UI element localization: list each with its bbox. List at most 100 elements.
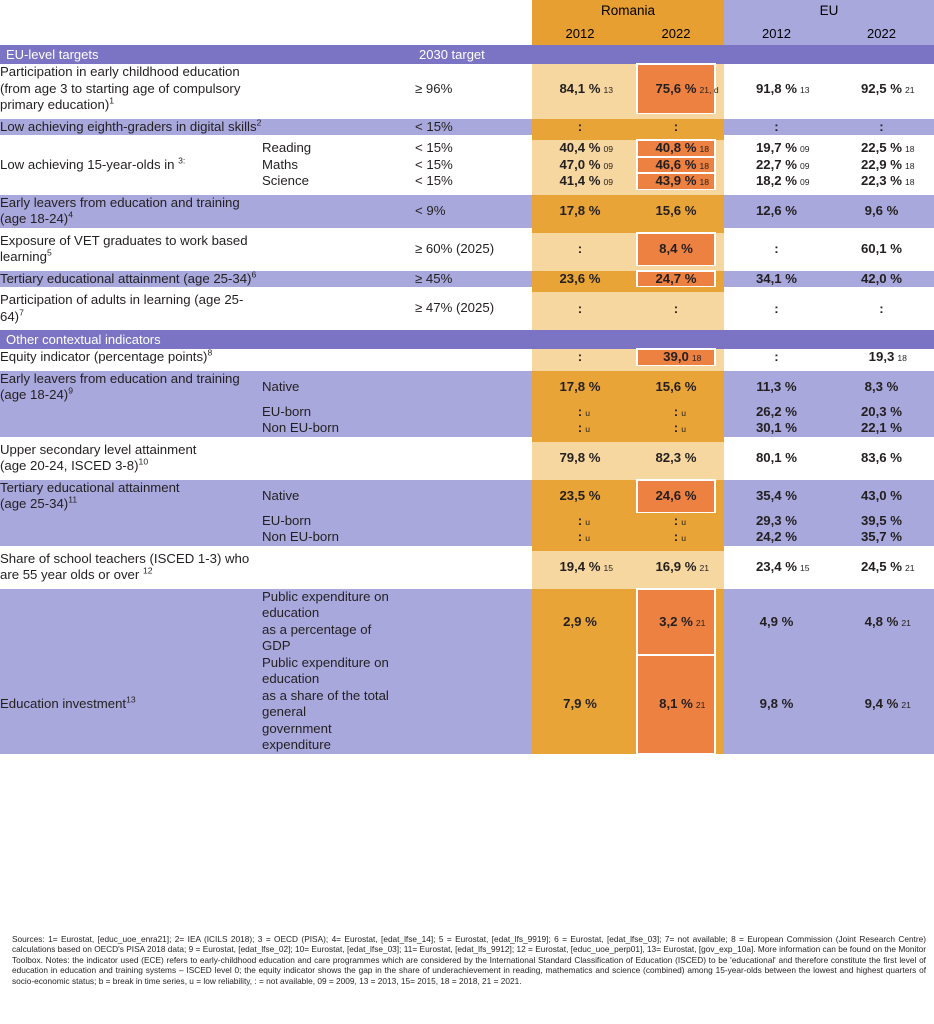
- section-fill: [724, 45, 829, 64]
- cell-eu-2012-value: 22,7 %: [755, 156, 798, 172]
- header-year-ro-2012: 2012: [532, 22, 628, 45]
- cell-eu-2012-value: 23,4 %: [755, 559, 798, 574]
- cell-romania-2012-note: 09: [603, 177, 614, 188]
- cell-romania-2012-value: 40,4 %: [559, 140, 601, 156]
- target-value: ≥ 47% (2025): [415, 292, 532, 325]
- table-row: Education investment13 Public expenditure…: [0, 653, 934, 755]
- cell-romania-2022: :u: [628, 403, 724, 420]
- cell-eu-2012-value: 35,4 %: [755, 488, 798, 503]
- row-separator: [0, 365, 934, 371]
- row-separator: [0, 113, 934, 119]
- cell-romania-2012: 23,5 %: [532, 479, 628, 513]
- sub-indicator-label: [262, 270, 415, 287]
- cell-eu-2012: 26,2 %: [724, 403, 829, 420]
- sub-indicator-label: Reading: [262, 140, 415, 157]
- cell-romania-2022: :: [628, 292, 724, 325]
- cell-romania-2012-value: :: [577, 529, 583, 545]
- table-row: Equity indicator (percentage points)8: 39…: [0, 348, 934, 367]
- indicator-label: Upper secondary level attainment (age 20-…: [0, 441, 262, 475]
- cell-eu-2012: 29,3 %: [724, 512, 829, 529]
- cell-romania-2022: 15,6 %: [628, 194, 724, 228]
- cell-romania-2012-value: 79,8 %: [559, 450, 601, 465]
- indicator-label: [0, 512, 262, 529]
- cell-romania-2022-note: 18: [699, 144, 710, 155]
- cell-eu-2012-note: 15: [800, 563, 810, 573]
- target-value: ≥ 45%: [415, 270, 532, 287]
- cell-romania-2012: :: [532, 118, 628, 135]
- cell-eu-2012-value: 11,3 %: [756, 379, 797, 394]
- row-separator: [0, 545, 934, 551]
- cell-eu-2012-value: 18,2 %: [755, 173, 798, 189]
- cell-romania-2012-value: 19,4 %: [559, 559, 601, 574]
- cell-eu-2022-note: 21: [901, 617, 911, 628]
- indicator-label: Share of school teachers (ISCED 1-3) who…: [0, 550, 262, 584]
- cell-eu-2012-value: 34,1 %: [755, 270, 798, 286]
- cell-romania-2022: 24,6 %: [628, 478, 724, 514]
- cell-romania-2012-note: u: [585, 516, 590, 527]
- cell-romania-2012-value: 17,8 %: [559, 379, 601, 394]
- section-fill: [532, 330, 628, 349]
- cell-romania-2022: 39,0 18: [628, 348, 724, 367]
- cell-eu-2012: 23,4 % 15: [724, 550, 829, 584]
- table-row: Share of school teachers (ISCED 1-3) who…: [0, 550, 934, 584]
- cell-romania-2022-note: 18: [699, 160, 710, 171]
- cell-romania-2022-note: u: [681, 424, 686, 435]
- education-indicators-table: Romania EU 2012 2022 2012 2022 EU-level target…: [0, 0, 934, 755]
- row-separator: [0, 189, 934, 195]
- cell-eu-2012-value: 30,1 %: [755, 420, 798, 436]
- cell-eu-2022: 22,9 % 18: [829, 156, 934, 173]
- cell-romania-2012-note: u: [585, 407, 590, 418]
- cell-eu-2012-note: 09: [800, 160, 810, 171]
- cell-eu-2022-value: 60,1 %: [860, 241, 903, 256]
- header-spacer: [262, 22, 415, 45]
- cell-eu-2012: 19,7 % 09: [724, 140, 829, 157]
- indicator-footnote-marker: 9: [68, 385, 73, 396]
- section-title: Other contextual indicators: [0, 330, 415, 349]
- target-value: < 15%: [415, 173, 532, 190]
- cell-romania-2012: 2,9 %: [532, 588, 628, 655]
- cell-eu-2012-value: 19,7 %: [755, 140, 798, 156]
- cell-romania-2012-value: 17,8 %: [559, 203, 601, 218]
- target-value: [415, 654, 532, 754]
- cell-romania-2022: 24,7 %: [628, 269, 724, 288]
- target-value: [415, 588, 532, 655]
- target-value: [415, 479, 532, 513]
- section-fill: [628, 330, 724, 349]
- header-year-eu-2022: 2022: [829, 22, 934, 45]
- row-separator: [0, 474, 934, 480]
- table-row: Early leavers from education and trainin…: [0, 370, 934, 404]
- sub-indicator-label: Public expenditure on education as a perc…: [262, 588, 415, 655]
- cell-romania-2012: 79,8 %: [532, 441, 628, 475]
- cell-eu-2022: 22,1 %: [829, 420, 934, 437]
- indicator-label: Low achieving 15-year-olds in 3:: [0, 156, 262, 173]
- cell-romania-2022-value: 40,8 %: [655, 140, 697, 156]
- sub-indicator-label: Non EU-born: [262, 420, 415, 437]
- cell-romania-2022-value: 15,6 %: [655, 379, 697, 394]
- cell-eu-2012-value: 9,8 %: [759, 696, 794, 711]
- cell-romania-2012-value: 2,9 %: [563, 613, 597, 629]
- cell-eu-2022: 35,7 %: [829, 529, 934, 546]
- cell-romania-2022-value: 46,6 %: [655, 156, 697, 172]
- cell-eu-2012-note: 09: [800, 177, 810, 188]
- cell-eu-2012: 24,2 %: [724, 529, 829, 546]
- cell-romania-2012: 40,4 % 09: [532, 140, 628, 157]
- section-title: EU-level targets: [0, 45, 415, 64]
- cell-romania-2012: :: [532, 232, 628, 266]
- cell-romania-2022-value: 8,4 %: [659, 241, 693, 256]
- cell-romania-2022: 8,1 % 21: [628, 653, 724, 755]
- cell-romania-2022-value: :: [673, 403, 679, 419]
- section-fill: [829, 45, 934, 64]
- cell-eu-2012-value: 29,3 %: [755, 512, 798, 528]
- target-value: < 15%: [415, 156, 532, 173]
- cell-eu-2012: 22,7 % 09: [724, 156, 829, 173]
- cell-romania-2022: :u: [628, 529, 724, 546]
- highlight-box: [636, 63, 716, 115]
- row-separator: [0, 436, 934, 442]
- cell-eu-2022-value: 20,3 %: [860, 403, 903, 419]
- cell-romania-2012: 19,4 % 15: [532, 550, 628, 584]
- indicator-label: [0, 529, 262, 546]
- indicator-label: Early leavers from education and trainin…: [0, 194, 262, 228]
- cell-eu-2022: 60,1 %: [829, 232, 934, 266]
- cell-eu-2022: 39,5 %: [829, 512, 934, 529]
- cell-eu-2012: 4,9 %: [724, 588, 829, 655]
